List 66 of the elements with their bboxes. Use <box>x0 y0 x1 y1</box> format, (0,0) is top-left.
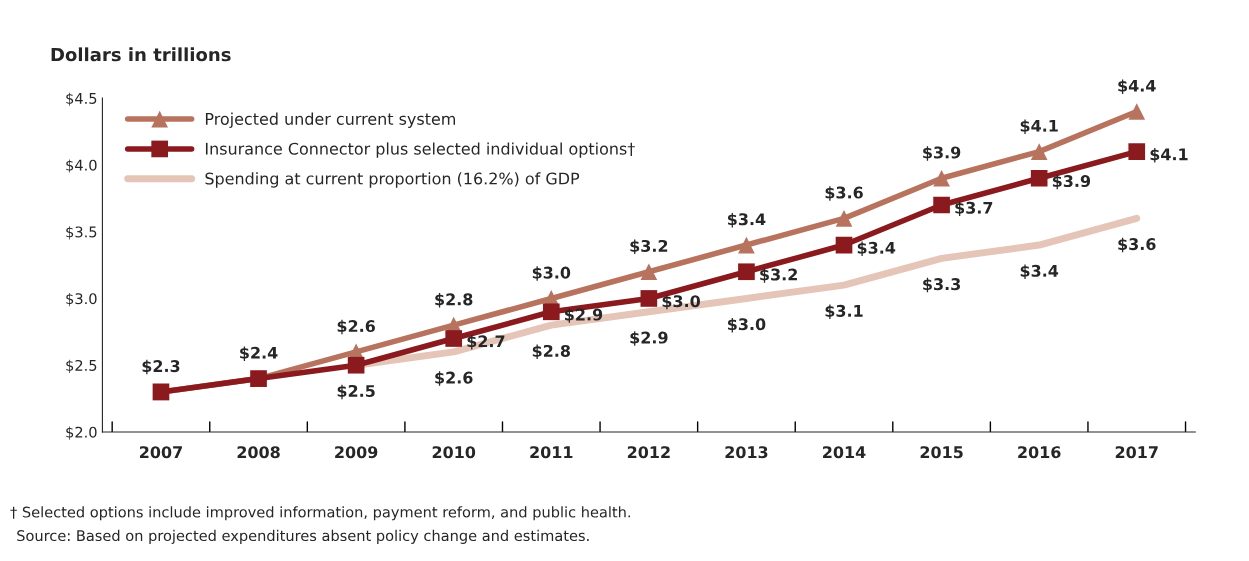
point <box>933 196 950 214</box>
point <box>738 236 755 254</box>
x-tick-label: 2017 <box>1115 446 1158 459</box>
x-tick-label: 2007 <box>140 446 182 459</box>
data-label: $3.0 <box>662 294 700 310</box>
point <box>1030 169 1048 187</box>
data-label: $3.4 <box>1020 264 1059 279</box>
data-label: $2.9 <box>630 331 668 346</box>
point <box>445 330 463 347</box>
point <box>835 236 853 254</box>
data-label: $3.9 <box>1052 174 1091 190</box>
data-label: $2.7 <box>467 334 505 350</box>
data-label: $2.4 <box>240 346 278 361</box>
source-note: Source: Based on projected expenditures absent policy change and estimates. <box>17 529 589 544</box>
data-label: $3.2 <box>760 268 797 283</box>
point <box>640 263 658 281</box>
x-tick-label: 2008 <box>237 446 280 459</box>
point <box>640 290 658 307</box>
data-label: $2.5 <box>337 384 375 400</box>
chart-title: Dollars in trillions <box>51 47 231 62</box>
data-label: $3.2 <box>630 239 668 255</box>
y-tick-label: $3.5 <box>66 226 97 240</box>
point <box>1128 103 1146 120</box>
data-label: $3.7 <box>955 201 993 216</box>
data-label: $3.9 <box>923 146 961 161</box>
data-label: $3.4 <box>727 212 766 228</box>
point <box>835 210 853 227</box>
data-label: $3.3 <box>923 277 961 293</box>
point <box>1128 143 1146 160</box>
data-label: $2.3 <box>142 359 180 375</box>
data-label: $3.6 <box>1118 237 1156 253</box>
data-label: $2.6 <box>435 371 473 386</box>
y-tick-label: $2.0 <box>66 426 97 440</box>
data-label: $4.4 <box>1118 79 1156 94</box>
legend-label: Projected under current system <box>205 112 455 129</box>
y-tick-label: $4.0 <box>66 159 97 173</box>
data-label: $2.8 <box>532 344 570 360</box>
legend-label: Insurance Connector plus selected individual options† <box>205 142 635 158</box>
data-label: $4.1 <box>1020 119 1058 134</box>
x-tick-label: 2013 <box>725 446 768 459</box>
point <box>738 263 755 281</box>
y-tick-label: $2.5 <box>66 359 97 373</box>
data-label: $3.6 <box>825 186 863 201</box>
point <box>347 356 365 374</box>
data-label: $3.0 <box>727 317 766 333</box>
data-label: $3.4 <box>857 241 896 256</box>
y-tick-label: $3.0 <box>66 292 97 307</box>
data-label: $3.1 <box>825 304 863 320</box>
x-tick-label: 2012 <box>627 446 670 459</box>
text: † Selected options include improved information, payment reform, and public health. <box>10 506 630 521</box>
data-label: $4.1 <box>1150 148 1188 163</box>
x-tick-label: 2009 <box>335 446 378 459</box>
point <box>933 169 950 187</box>
point <box>1030 143 1048 160</box>
point <box>542 303 560 321</box>
x-tick-label: 2016 <box>1018 446 1061 459</box>
x-tick-label: 2014 <box>823 446 866 459</box>
y-tick-label: $4.5 <box>66 92 97 106</box>
data-label: $2.6 <box>337 319 375 335</box>
x-tick-label: 2010 <box>432 446 476 459</box>
legend-label: Spending at current proportion (16.2%) of GDP <box>205 172 580 188</box>
x-tick-label: 2015 <box>920 446 963 459</box>
data-label: $2.8 <box>435 293 473 308</box>
data-label: $3.0 <box>532 266 571 281</box>
x-tick-label: 2011 <box>530 446 573 459</box>
data-label: $2.9 <box>565 308 603 323</box>
